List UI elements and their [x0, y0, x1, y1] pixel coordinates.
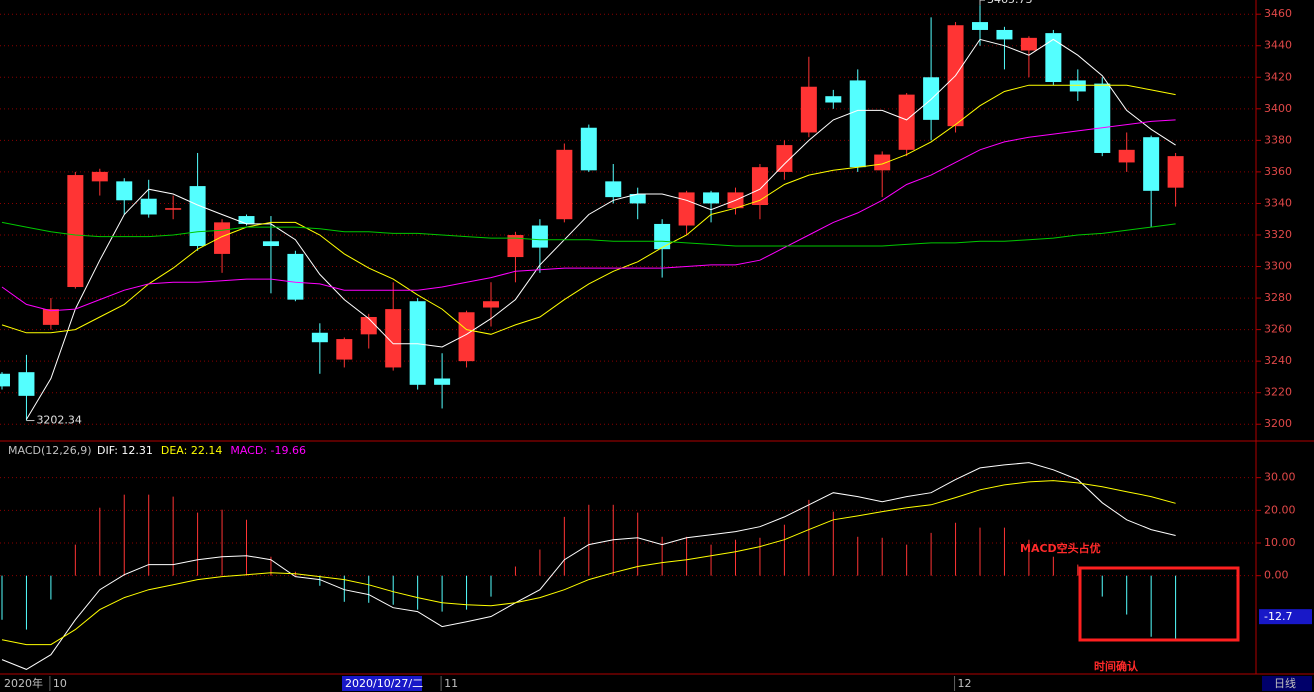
date-strip	[0, 674, 1314, 692]
y-tick-label: 3240	[1264, 354, 1292, 367]
x-tick-label: 11	[444, 677, 458, 690]
candle-body	[629, 193, 646, 204]
indicator-line	[1, 480, 1176, 646]
candle-body	[923, 77, 940, 120]
cursor-value: -12.7	[1264, 610, 1292, 623]
y-tick-label: 3360	[1264, 165, 1292, 178]
y-tick-label: 3460	[1264, 7, 1292, 20]
cursor-date-box	[342, 676, 422, 691]
candle-body	[678, 192, 695, 226]
y-tick-label: 3340	[1264, 196, 1292, 209]
cursor-date: 2020/10/27/二	[345, 677, 423, 690]
candle-body	[116, 181, 133, 201]
y-tick-label: 30.00	[1264, 471, 1296, 484]
y-tick-label: 3220	[1264, 386, 1292, 399]
y-tick-label: 0.00	[1264, 569, 1289, 582]
candle-body	[0, 373, 10, 387]
high-label: 3465.73	[987, 0, 1033, 6]
low-label: 3202.34	[36, 414, 81, 427]
candle-body	[1069, 80, 1086, 92]
x-tick-label: 10	[53, 677, 67, 690]
candle-body	[1143, 137, 1160, 191]
y-tick-label: 3400	[1264, 102, 1292, 115]
candle-body	[1167, 156, 1184, 188]
indicator-line	[1, 221, 1176, 247]
candle-body	[1118, 149, 1135, 163]
y-tick-label: 3280	[1264, 291, 1292, 304]
candle-body	[458, 312, 475, 362]
candle-body	[605, 181, 622, 198]
y-tick-label: 3300	[1264, 260, 1292, 273]
candle-body	[91, 171, 108, 182]
y-tick-label: 3200	[1264, 417, 1292, 430]
annotation: MACD空头占优	[1020, 541, 1101, 555]
indicator-line	[1, 462, 1176, 670]
candle-body	[189, 186, 206, 247]
period-box	[1262, 676, 1312, 691]
candle-body	[898, 94, 915, 150]
candle-body	[507, 234, 524, 258]
y-tick-label: 10.00	[1264, 536, 1296, 549]
candle-body	[238, 216, 255, 224]
candle-body	[262, 241, 279, 247]
candle-body	[385, 309, 402, 368]
candle-body	[67, 175, 84, 288]
year-label: 2020年	[4, 676, 43, 690]
x-tick-label: 12	[958, 677, 972, 690]
period[interactable]: 日线	[1274, 676, 1296, 690]
indicator-line	[1, 84, 1176, 335]
candle-body	[703, 192, 720, 204]
indicator-name: MACD(12,26,9)	[8, 444, 92, 457]
candle-body	[140, 198, 157, 215]
high-leader	[979, 0, 985, 6]
candle-body	[751, 167, 768, 206]
candle-body	[654, 223, 671, 250]
candle-body	[409, 301, 426, 385]
legend-entry: MACD: -19.66	[230, 444, 306, 457]
y-tick-label: 3440	[1264, 39, 1292, 52]
candle-body	[42, 309, 59, 325]
candle-body	[580, 127, 597, 171]
candle-body	[556, 149, 573, 220]
candle-body	[360, 316, 377, 335]
candle-body	[434, 378, 451, 385]
indicator-line	[25, 38, 1176, 420]
candle-body	[483, 301, 499, 308]
candle-body	[531, 225, 548, 248]
candle-body	[1045, 33, 1062, 83]
annotation-box	[1078, 566, 1240, 642]
legend-entry: DEA: 22.14	[161, 444, 222, 457]
candle-body	[18, 372, 35, 396]
plot-layer: 3200 3220 3240 3260 3280 3300 3320 3340 3360 3380…	[0, 0, 1296, 670]
y-tick-label: 20.00	[1264, 503, 1296, 516]
candle-body	[800, 86, 817, 133]
y-tick-label: 3260	[1264, 323, 1292, 336]
indicator-line	[1, 119, 1176, 312]
annotation: 时间确认	[1094, 659, 1139, 673]
candle-body	[849, 80, 866, 168]
candle-body	[214, 222, 231, 254]
candle-body	[1094, 83, 1111, 153]
y-tick-label: 3320	[1264, 228, 1292, 241]
candle-body	[1020, 37, 1037, 51]
candle-body	[336, 339, 353, 360]
candle-body	[874, 154, 891, 171]
candle-body	[972, 22, 988, 30]
y-tick-label: 3420	[1264, 70, 1292, 83]
legend-entry: DIF: 12.31	[97, 444, 153, 457]
y-tick-label: 3380	[1264, 133, 1292, 146]
candle-body	[776, 145, 793, 172]
candle-body	[165, 208, 182, 210]
candle-body	[287, 253, 304, 300]
candle-body	[825, 96, 842, 103]
candle-body	[311, 332, 328, 343]
cursor-value-box	[1259, 609, 1312, 625]
candle-body	[996, 29, 1013, 40]
